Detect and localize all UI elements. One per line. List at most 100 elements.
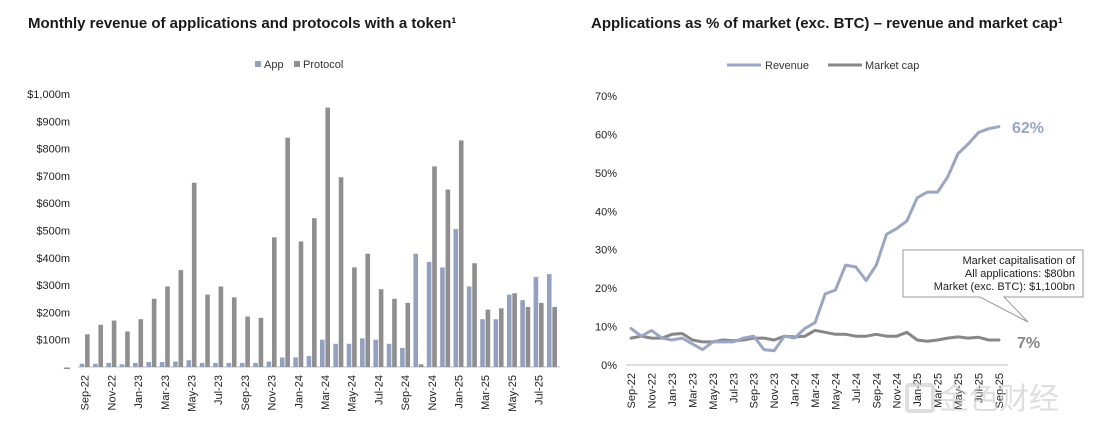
y-tick-label: 20% xyxy=(595,283,617,295)
annotation-line: All applications: $80bn xyxy=(965,268,1075,280)
y-tick-label: $700m xyxy=(36,171,70,183)
bar-app xyxy=(146,362,152,367)
bar-protocol xyxy=(472,263,477,367)
y-tick-label: 40% xyxy=(595,206,617,218)
x-tick-label: Mar-23 xyxy=(160,375,172,410)
annotation-line: Market capitalisation of xyxy=(963,255,1076,267)
x-tick-label: Mar-24 xyxy=(320,375,332,410)
y-tick-label: – xyxy=(64,362,71,374)
bar-app xyxy=(79,363,85,367)
x-tick-label: Jan-23 xyxy=(667,373,679,407)
watermark-text: 金色财经 xyxy=(939,382,1059,417)
bar-protocol xyxy=(218,286,224,367)
bar-protocol xyxy=(125,331,130,367)
bar-app xyxy=(213,362,218,367)
x-tick-label: Jan-23 xyxy=(133,375,145,409)
x-tick-label: Jul-24 xyxy=(373,375,385,405)
bar-protocol xyxy=(178,270,184,367)
bar-protocol xyxy=(298,241,304,367)
bar-app xyxy=(426,261,432,367)
annotation-callout-box xyxy=(902,249,1084,323)
bar-app xyxy=(546,274,552,367)
bar-app xyxy=(173,361,178,367)
x-tick-label: Mar-25 xyxy=(933,373,945,408)
bar-protocol xyxy=(392,298,397,367)
bar-app xyxy=(373,339,379,367)
x-tick-label: Nov-24 xyxy=(892,373,904,408)
x-tick-label: Jan-24 xyxy=(293,375,305,409)
y-tick-label: $400m xyxy=(36,253,70,265)
annotation-line: Market (exc. BTC): $1,100bn xyxy=(934,281,1075,293)
bar-protocol xyxy=(539,302,544,367)
bar-protocol xyxy=(458,140,464,367)
bar-app xyxy=(320,339,325,367)
bar-protocol xyxy=(498,308,504,367)
x-tick-label: Nov-22 xyxy=(106,375,118,410)
x-tick-label: Jul-23 xyxy=(213,375,225,405)
legend-revenue-label: Revenue xyxy=(765,60,809,72)
bar-app xyxy=(480,319,485,367)
bar-protocol xyxy=(525,306,531,367)
bar-protocol xyxy=(405,302,411,367)
bar-protocol xyxy=(485,309,491,367)
bar-protocol xyxy=(231,297,237,367)
legend-app-label: App xyxy=(264,59,284,71)
y-tick-label: 30% xyxy=(595,245,617,257)
bar-app xyxy=(400,347,405,367)
x-tick-label: Sep-23 xyxy=(240,375,252,410)
x-tick-label: Mar-25 xyxy=(480,375,492,410)
x-tick-label: Jul-23 xyxy=(728,373,740,403)
y-tick-label: $500m xyxy=(36,226,70,238)
bar-app xyxy=(239,362,245,367)
bar-protocol xyxy=(285,137,290,367)
bar-app xyxy=(453,229,459,367)
bar-app xyxy=(253,362,258,367)
x-tick-label: Jul-25 xyxy=(973,373,985,403)
bar-protocol xyxy=(312,218,317,367)
bar-app xyxy=(520,300,525,367)
y-tick-label: $1,000m xyxy=(27,89,70,101)
bar-protocol xyxy=(352,267,357,367)
bar-protocol xyxy=(205,294,210,367)
y-tick-label: $800m xyxy=(36,144,70,156)
bar-protocol xyxy=(258,317,264,367)
bar-protocol xyxy=(432,166,437,367)
bar-protocol xyxy=(165,286,170,367)
bar-protocol xyxy=(512,293,517,367)
x-tick-label: Sep-22 xyxy=(80,375,92,410)
bar-protocol xyxy=(98,324,104,367)
bar-app xyxy=(360,338,365,367)
bar-app xyxy=(119,364,125,367)
revenue-bar-chart: – $100m $200m $300m $400m $500m $600m $700m $800… xyxy=(27,59,560,412)
y-tick-label: 10% xyxy=(595,322,617,334)
bar-protocol xyxy=(271,237,277,367)
bar-protocol xyxy=(445,189,451,367)
legend-marketcap-label: Market cap xyxy=(865,60,919,72)
bar-protocol xyxy=(378,289,384,367)
bar-app xyxy=(346,343,352,367)
bar-app xyxy=(226,362,232,367)
bar-app xyxy=(413,253,419,367)
bar-app xyxy=(266,361,272,367)
x-tick-label: Jan-25 xyxy=(912,373,924,407)
bar-protocol xyxy=(138,319,144,367)
x-tick-label: May-25 xyxy=(953,373,965,410)
bar-protocol xyxy=(552,306,557,367)
x-tick-label: Jan-25 xyxy=(454,375,466,409)
bar-app xyxy=(133,362,138,367)
revenue-line xyxy=(629,125,1001,353)
x-tick-label: Mar-23 xyxy=(687,373,699,408)
x-tick-label: Jan-24 xyxy=(790,373,802,407)
bar-app xyxy=(306,356,312,367)
y-tick-label: $300m xyxy=(36,280,70,292)
x-tick-label: Jul-25 xyxy=(534,375,546,405)
bar-protocol xyxy=(418,364,424,367)
x-tick-label: May-24 xyxy=(830,373,842,410)
bar-protocol xyxy=(151,298,157,367)
y-tick-label: 60% xyxy=(595,129,617,141)
bar-app xyxy=(386,343,392,367)
bar-protocol xyxy=(325,107,330,368)
right-chart-title: Applications as % of market (exc. BTC) –… xyxy=(591,15,1063,32)
jinse-logo-icon xyxy=(905,383,935,413)
